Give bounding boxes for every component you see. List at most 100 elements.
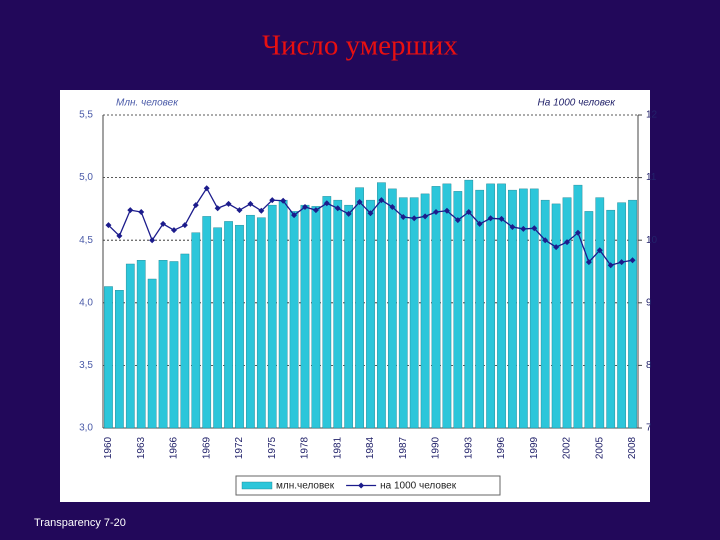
- bar: [398, 197, 408, 429]
- marker: [214, 205, 221, 212]
- y2-tick-label: 11: [646, 172, 657, 183]
- x-tick-label: 1990: [431, 436, 442, 459]
- marker: [389, 204, 396, 211]
- marker: [629, 257, 636, 264]
- bar: [213, 227, 222, 429]
- x-tick-label: 2002: [562, 436, 573, 459]
- marker: [170, 227, 177, 234]
- marker: [160, 220, 167, 227]
- x-tick-label: 1978: [300, 436, 311, 459]
- marker: [509, 224, 516, 231]
- bar: [409, 197, 419, 429]
- x-tick-label: 1966: [169, 436, 180, 459]
- bar: [333, 199, 343, 429]
- marker: [553, 244, 560, 251]
- bar: [191, 232, 201, 429]
- bar: [475, 189, 485, 429]
- y-axis-label: Млн. человек: [116, 98, 179, 109]
- bar: [246, 214, 255, 429]
- y2-tick-label: 12: [646, 110, 658, 121]
- legend-marker: [358, 482, 365, 489]
- marker: [203, 185, 210, 192]
- bar: [267, 204, 277, 429]
- bar: [606, 209, 616, 429]
- marker: [334, 205, 341, 212]
- x-tick-label: 1999: [529, 436, 540, 459]
- marker: [454, 217, 461, 224]
- marker: [312, 207, 319, 214]
- bar: [300, 204, 310, 429]
- y2-tick-label: 7: [646, 423, 652, 434]
- y2-tick-label: 10: [646, 235, 658, 246]
- y2-axis-label: На 1000 человек: [538, 98, 617, 109]
- marker: [323, 200, 330, 207]
- x-tick-label: 2005: [594, 436, 605, 459]
- x-tick-label: 1987: [398, 436, 409, 459]
- x-tick-label: 1969: [201, 436, 212, 459]
- bar: [147, 278, 157, 429]
- bar: [169, 261, 179, 429]
- marker: [138, 209, 145, 216]
- marker: [105, 222, 112, 229]
- bar: [278, 199, 288, 429]
- marker: [465, 209, 472, 216]
- marker: [225, 200, 232, 207]
- bar: [344, 204, 354, 429]
- marker: [498, 215, 505, 222]
- footer: Transparency 7-20: [34, 517, 126, 529]
- marker: [487, 215, 494, 222]
- marker: [116, 232, 123, 239]
- marker: [247, 200, 254, 207]
- marker: [192, 202, 199, 209]
- y2-tick-label: 8: [646, 360, 652, 371]
- legend-label: на 1000 человек: [380, 481, 457, 492]
- bar: [115, 290, 124, 429]
- marker: [574, 229, 581, 236]
- bar: [224, 221, 233, 429]
- marker: [585, 259, 592, 266]
- bar: [180, 253, 190, 429]
- chart-area: [60, 90, 650, 502]
- bar: [202, 216, 212, 429]
- y-tick-label: 3,0: [79, 423, 93, 434]
- x-tick-label: 1963: [136, 436, 147, 459]
- bar: [235, 224, 244, 429]
- bar: [311, 206, 321, 429]
- bar: [442, 183, 452, 429]
- y-tick-label: 4,5: [79, 235, 93, 246]
- bar: [366, 199, 375, 429]
- bar: [519, 188, 528, 429]
- bar: [617, 202, 626, 429]
- x-tick-label: 1975: [267, 436, 278, 459]
- marker: [269, 197, 276, 204]
- marker: [367, 210, 374, 217]
- y2-tick-label: 9: [646, 297, 652, 308]
- bar: [508, 189, 517, 429]
- bar: [420, 193, 430, 429]
- marker: [280, 197, 287, 204]
- marker: [345, 210, 352, 217]
- marker: [236, 207, 243, 214]
- x-tick-label: 1972: [234, 436, 245, 459]
- bar: [158, 260, 168, 429]
- marker: [564, 239, 571, 246]
- marker: [301, 204, 308, 211]
- x-tick-label: 1981: [332, 436, 343, 459]
- marker: [400, 214, 407, 221]
- legend-label: млн.человек: [276, 481, 335, 492]
- bar: [125, 263, 135, 429]
- bar: [256, 217, 266, 429]
- marker: [149, 237, 156, 244]
- bar: [584, 211, 594, 429]
- marker: [258, 207, 265, 214]
- bar: [573, 184, 583, 429]
- marker: [356, 199, 363, 206]
- bar: [377, 182, 386, 429]
- x-tick-label: 1960: [103, 436, 114, 459]
- marker: [531, 225, 538, 232]
- bar: [136, 260, 146, 429]
- marker: [476, 220, 483, 227]
- bar: [464, 179, 474, 429]
